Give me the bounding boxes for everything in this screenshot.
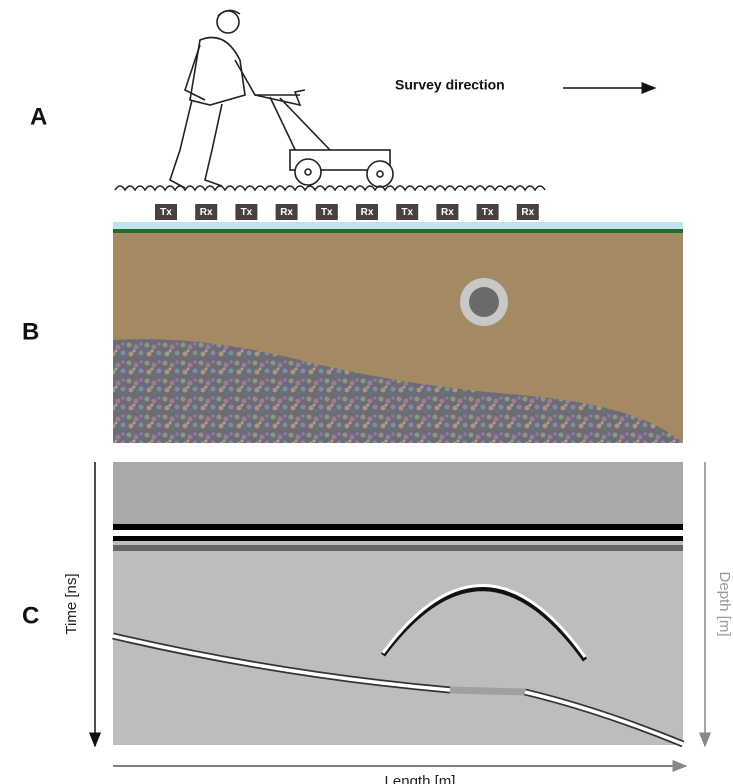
direct-wave [113,545,683,551]
depth-axis-label: Depth [m] [716,571,733,636]
antenna-row: Tx Rx Tx Rx Tx Rx Tx Rx Tx Rx [155,204,539,220]
buried-pipe [469,287,499,317]
antenna-label: Rx [361,207,374,218]
antenna-box [315,204,338,220]
antenna-box [396,204,419,220]
panel-label: C [22,602,39,629]
antenna-box [516,204,539,220]
antenna-box [356,204,378,220]
antenna-label: Tx [321,207,333,218]
surface-grass [113,229,683,233]
layer-reflection [524,690,684,746]
operator-illustration [114,9,546,192]
antenna-label: Tx [401,207,413,218]
gravel-layer [113,339,683,443]
hyperbola [381,584,587,658]
antenna-label: Tx [160,207,172,218]
time-axis-label: Time [ns] [63,573,80,634]
length-axis-label: Length [m] [385,773,456,784]
panel-label: A [30,103,47,130]
antenna-label: Tx [241,207,253,218]
antenna-label: Rx [441,207,454,218]
antenna-box [436,204,459,220]
antenna-label: Rx [200,207,213,218]
direct-wave [113,524,683,530]
radargram-top [113,462,683,524]
layer-reflection [112,634,451,692]
hyperbola [380,586,588,662]
direct-wave [113,536,683,541]
antenna-box [476,204,499,220]
layer-reflection [449,686,526,696]
panel-label: B [22,318,39,345]
antenna-box [275,204,298,220]
antenna-box [235,204,258,220]
antenna-label: Rx [521,207,534,218]
antenna-label: Tx [482,207,494,218]
survey-direction: Survey direction [395,77,505,93]
antenna-box [155,204,177,220]
antenna-label: Rx [280,207,293,218]
antenna-box [195,204,218,220]
direct-wave [113,530,683,536]
surface-air [113,222,683,229]
